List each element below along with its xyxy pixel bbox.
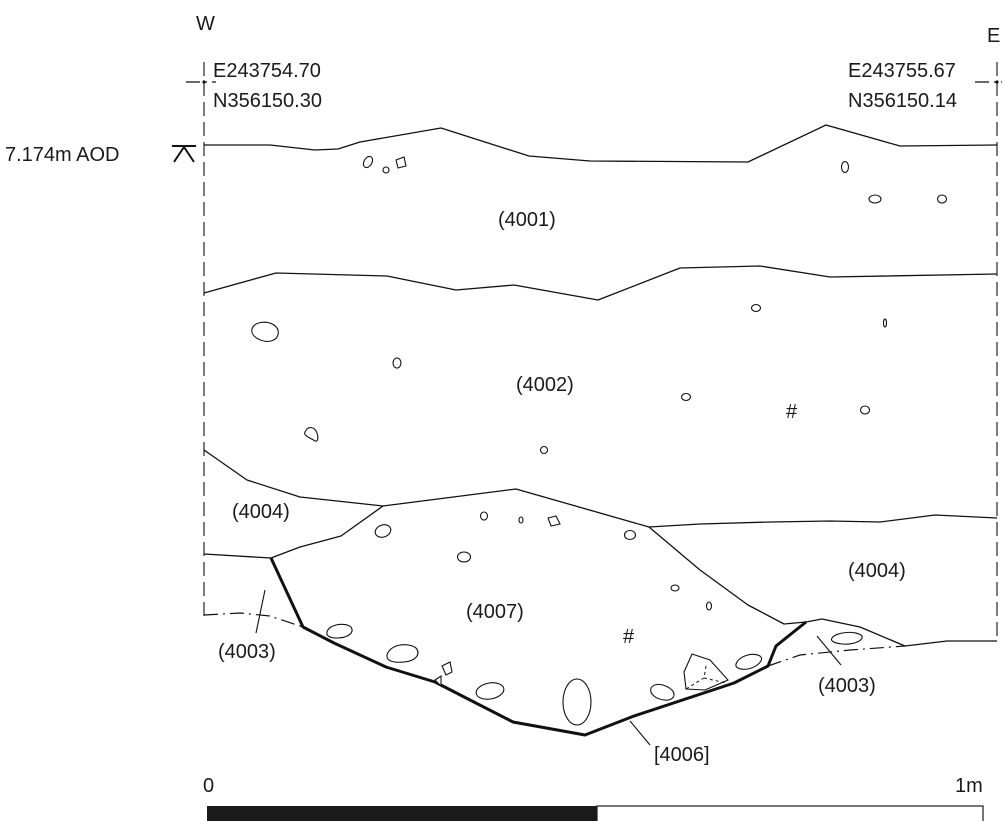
east-survey-point <box>995 80 999 84</box>
stones-4007 <box>326 511 863 726</box>
interface-4002-4004 <box>203 449 998 528</box>
ground-surface <box>204 124 998 163</box>
interface-4001-4002 <box>203 265 998 301</box>
datum-arrow-icon <box>172 145 196 163</box>
context-label-4007: (4007) <box>466 601 524 623</box>
east-northing: N356150.14 <box>848 90 957 112</box>
context-label-4002: (4002) <box>516 374 574 396</box>
west-northing: N356150.30 <box>213 90 322 112</box>
context-label-4003-east: (4003) <box>818 675 876 697</box>
hash-symbol-4002: # <box>786 401 798 423</box>
east-label: E <box>987 25 1000 47</box>
context-label-4003-west: (4003) <box>218 641 276 663</box>
interface-4004-east-base <box>805 618 997 647</box>
west-easting: E243754.70 <box>213 60 321 82</box>
interface-4007-4004-east <box>648 526 807 625</box>
limit-of-excavation-east <box>767 645 906 667</box>
leader-4003-east <box>816 635 842 666</box>
leader-4006 <box>629 720 651 746</box>
hash-symbol-4007: # <box>623 626 635 648</box>
cut-4006 <box>269 557 807 737</box>
context-label-4004-east: (4004) <box>848 560 906 582</box>
east-easting: E243755.67 <box>848 60 956 82</box>
scale-start-label: 0 <box>203 775 214 797</box>
cut-label-4006: [4006] <box>654 744 710 766</box>
scale-end-label: 1m <box>955 775 983 797</box>
limit-of-excavation-west <box>203 612 304 628</box>
stones-4001 <box>362 155 948 204</box>
scale-bar <box>207 805 984 821</box>
west-label: W <box>196 13 215 35</box>
datum-label: 7.174m AOD <box>5 144 120 166</box>
context-label-4004-west: (4004) <box>232 501 290 523</box>
interface-4004-west-base <box>203 505 384 559</box>
stones-4002 <box>251 303 888 455</box>
context-label-4001: (4001) <box>498 209 556 231</box>
leader-4003-west <box>255 589 266 634</box>
west-survey-point <box>202 80 206 84</box>
